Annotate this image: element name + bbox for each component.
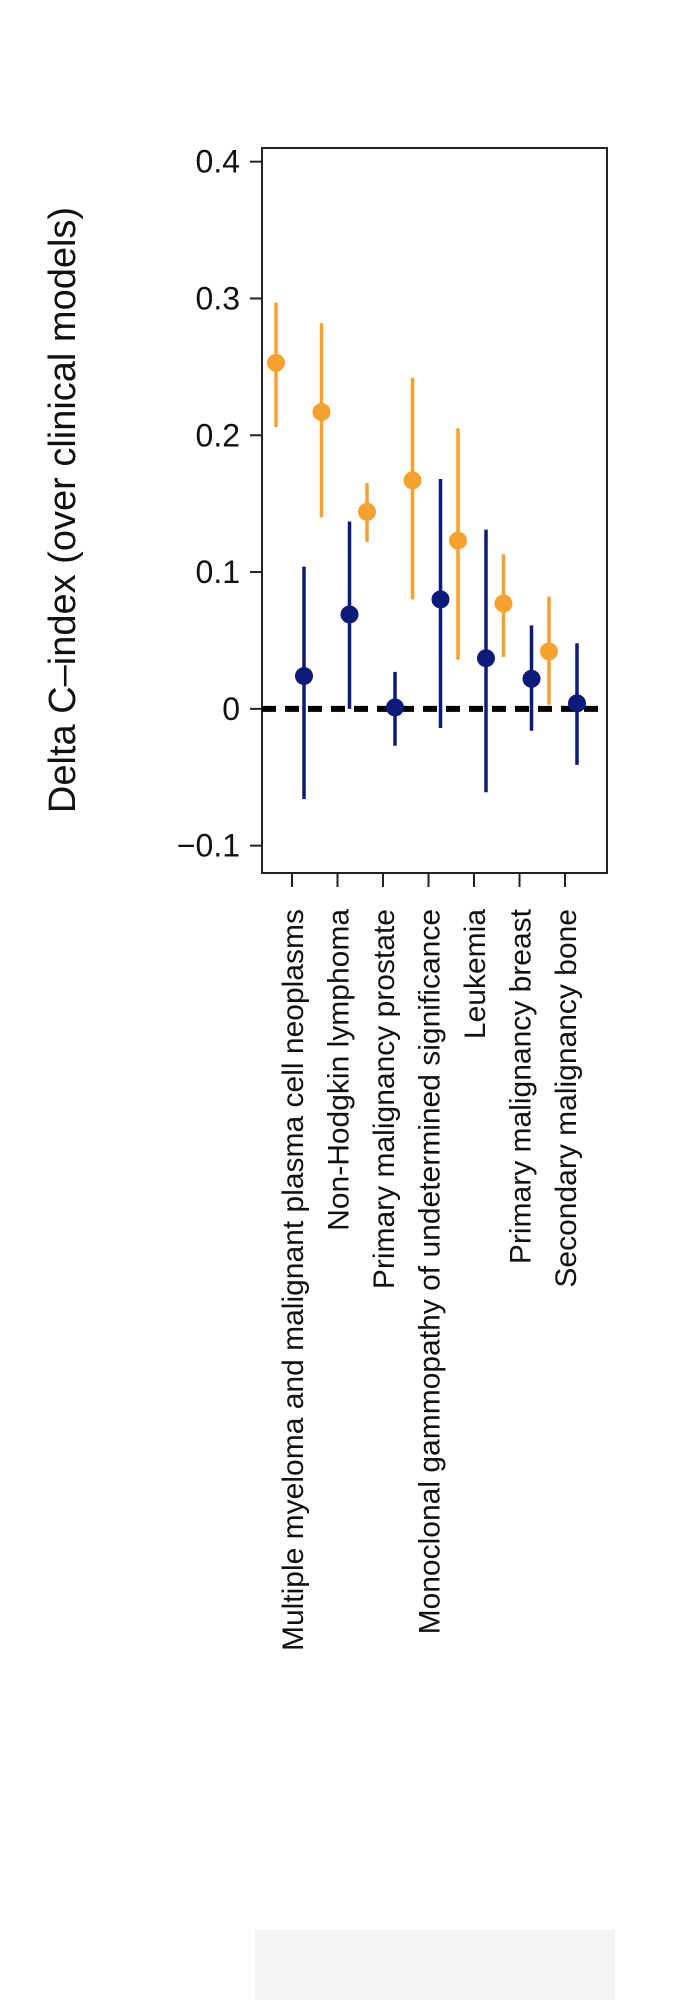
data-point <box>431 590 450 609</box>
plot-frame <box>261 147 608 874</box>
x-tick-label: Multiple myeloma and malignant plasma ce… <box>277 909 310 1651</box>
x-tick-label: Leukemia <box>459 909 492 1039</box>
data-point <box>267 353 285 372</box>
x-tick-label: Secondary malignancy bone <box>550 909 583 1288</box>
plot-layer: −0.1 0 0.1 0.2 0.3 0.4 Multiple myeloma and ma… <box>177 144 608 1651</box>
x-tick-label: Monoclonal gammopathy of undetermined si… <box>414 909 447 1634</box>
x-tick-label: Primary malignancy prostate <box>368 909 401 1289</box>
y-tick-label: 0 <box>222 691 240 727</box>
data-point <box>540 642 558 661</box>
data-point <box>386 698 404 717</box>
data-point <box>449 531 467 550</box>
x-tick-label: Primary malignancy breast <box>505 908 538 1264</box>
y-axis-label-group: Delta C–index (over clinical models) <box>42 207 84 813</box>
y-tick-label: 0.1 <box>196 554 240 590</box>
data-point <box>494 594 513 613</box>
data-point <box>295 667 313 686</box>
data-point <box>340 605 359 624</box>
y-tick-label: 0.2 <box>196 417 240 453</box>
bottom-band <box>255 1930 615 2000</box>
data-point <box>403 471 422 490</box>
x-tick-label: Non-Hodgkin lymphoma <box>323 909 356 1231</box>
y-tick-label: 0.3 <box>196 280 240 316</box>
y-axis-label: Delta C–index (over clinical models) <box>42 207 84 813</box>
y-tick-label: 0.4 <box>196 144 240 180</box>
data-point <box>568 694 586 713</box>
data-point <box>358 502 376 521</box>
data-point <box>477 649 495 668</box>
data-point <box>312 403 331 422</box>
y-tick-label: −0.1 <box>177 828 240 864</box>
data-point <box>522 669 541 688</box>
